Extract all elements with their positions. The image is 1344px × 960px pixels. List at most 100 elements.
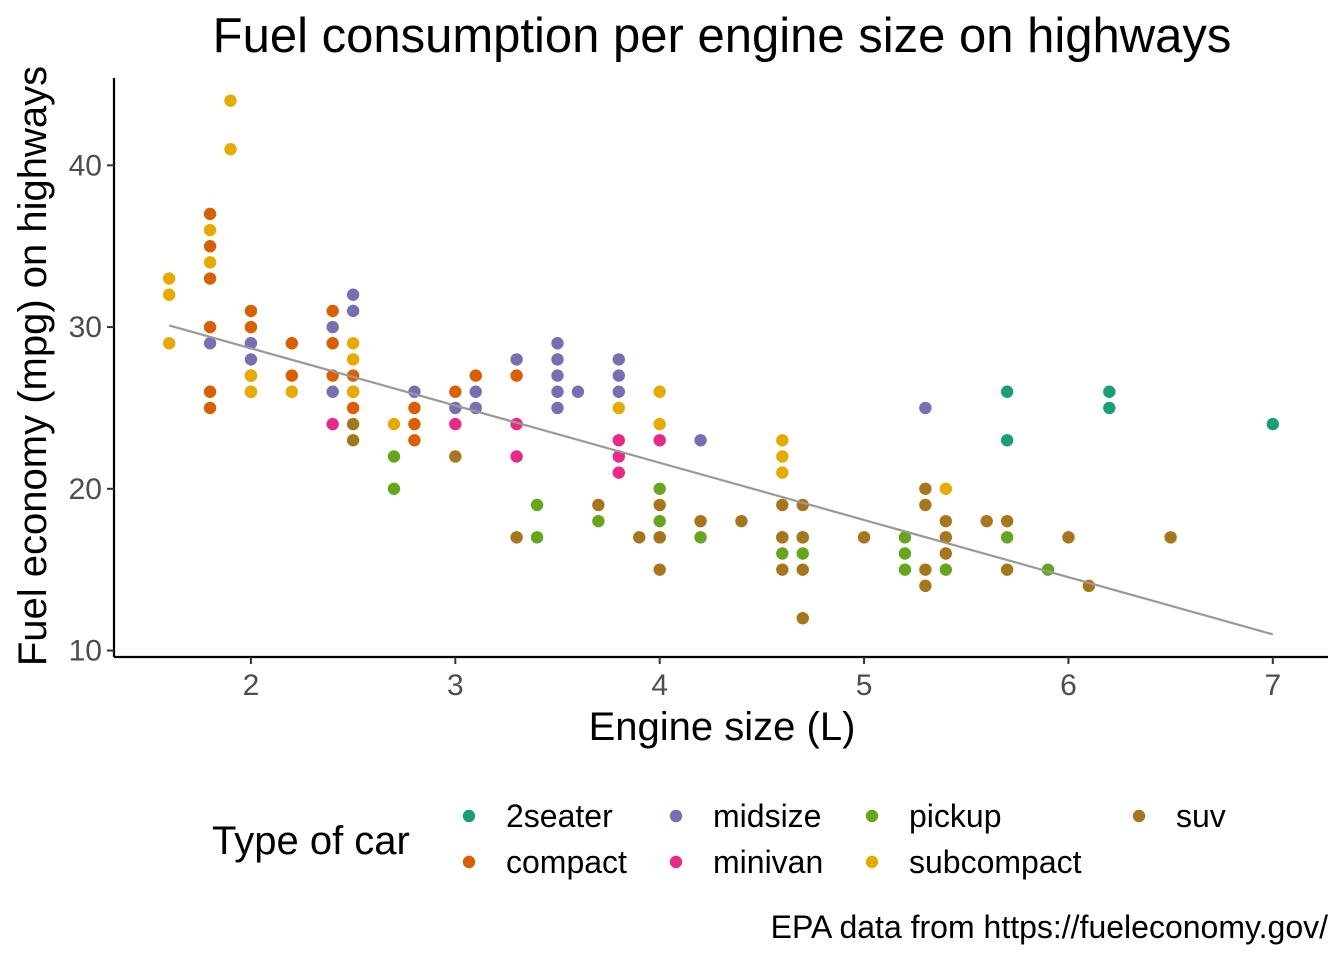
legend-swatch — [865, 809, 879, 823]
data-point — [898, 531, 912, 544]
legend-item-subcompact: subcompact — [865, 844, 1082, 880]
legend-swatch — [462, 855, 476, 869]
data-point — [653, 563, 666, 576]
legend-title: Type of car — [212, 819, 410, 863]
y-axis-title: Fuel economy (mpg) on highways — [11, 66, 55, 666]
data-point — [203, 240, 217, 253]
data-point — [776, 498, 789, 512]
data-point — [326, 304, 339, 318]
data-point — [244, 320, 258, 334]
data-point — [510, 450, 523, 463]
x-tick-label: 5 — [856, 669, 873, 702]
data-point — [939, 514, 953, 528]
data-point — [162, 337, 176, 350]
data-point — [653, 417, 666, 431]
series-pickup — [387, 450, 1055, 576]
data-point — [898, 547, 912, 560]
data-point — [326, 320, 339, 334]
data-point — [694, 531, 707, 544]
legend-swatch — [1132, 809, 1146, 823]
data-point — [224, 94, 237, 107]
data-point — [285, 369, 299, 382]
data-point — [612, 466, 626, 479]
data-point — [346, 304, 360, 318]
data-point — [510, 369, 523, 382]
data-point — [346, 434, 360, 447]
data-point — [1000, 514, 1014, 528]
data-point — [326, 417, 339, 431]
data-point — [735, 514, 748, 528]
data-point — [408, 401, 421, 415]
data-point — [551, 385, 564, 398]
data-point — [796, 547, 809, 560]
data-point — [776, 450, 789, 463]
data-point — [694, 514, 707, 528]
data-point — [203, 223, 217, 237]
x-tick-label: 4 — [651, 669, 668, 702]
data-point — [939, 482, 953, 495]
data-point — [469, 369, 482, 382]
y-tick-label: 30 — [69, 311, 102, 344]
data-point — [203, 272, 217, 285]
data-point — [244, 353, 258, 366]
y-tick-label: 20 — [69, 473, 102, 506]
data-point — [633, 531, 646, 544]
data-point — [346, 401, 360, 415]
data-point — [939, 563, 953, 576]
data-point — [1164, 531, 1177, 544]
data-point — [162, 272, 176, 285]
legend-item-pickup: pickup — [865, 798, 1002, 834]
x-tick-label: 3 — [447, 669, 464, 702]
legend-item-suv: suv — [1132, 798, 1226, 834]
data-point — [694, 434, 707, 447]
data-point — [326, 337, 339, 350]
data-point — [203, 256, 217, 269]
data-point — [326, 385, 339, 398]
x-tick-label: 7 — [1264, 669, 1281, 702]
data-point — [449, 385, 462, 398]
data-point — [244, 369, 258, 382]
data-point — [408, 434, 421, 447]
data-point — [203, 207, 217, 221]
data-point — [408, 417, 421, 431]
data-point — [510, 531, 523, 544]
legend-label: midsize — [713, 798, 821, 834]
data-point — [980, 514, 993, 528]
data-point — [449, 450, 462, 463]
data-point — [203, 337, 217, 350]
chart-title: Fuel consumption per engine size on high… — [213, 9, 1232, 63]
data-point — [346, 385, 360, 398]
data-point — [612, 385, 626, 398]
data-point — [1266, 417, 1280, 431]
data-point — [796, 563, 809, 576]
data-point — [1062, 531, 1075, 544]
data-point — [1000, 434, 1014, 447]
data-point — [469, 385, 482, 398]
legend-label: pickup — [909, 798, 1002, 834]
data-point — [551, 401, 564, 415]
series-suv — [346, 417, 1177, 625]
x-tick-label: 6 — [1060, 669, 1077, 702]
legend-label: compact — [506, 844, 627, 880]
data-point — [776, 531, 789, 544]
data-point — [653, 531, 666, 544]
data-point — [387, 417, 401, 431]
legend-swatch — [669, 855, 683, 869]
data-point — [1000, 385, 1014, 398]
data-point — [203, 320, 217, 334]
data-point — [346, 288, 360, 301]
y-tick-label: 10 — [69, 635, 102, 668]
legend-item-midsize: midsize — [669, 798, 821, 834]
caption: EPA data from https://fueleconomy.gov/ — [771, 909, 1328, 945]
data-point — [776, 434, 789, 447]
data-point — [346, 417, 360, 431]
data-point — [346, 337, 360, 350]
trend-line — [168, 324, 1274, 636]
data-point — [551, 369, 564, 382]
data-point — [203, 401, 217, 415]
data-point — [1000, 563, 1014, 576]
legend-swatch — [462, 809, 476, 823]
legend-item-2seater: 2seater — [462, 798, 613, 834]
series-2seater — [1000, 385, 1280, 447]
